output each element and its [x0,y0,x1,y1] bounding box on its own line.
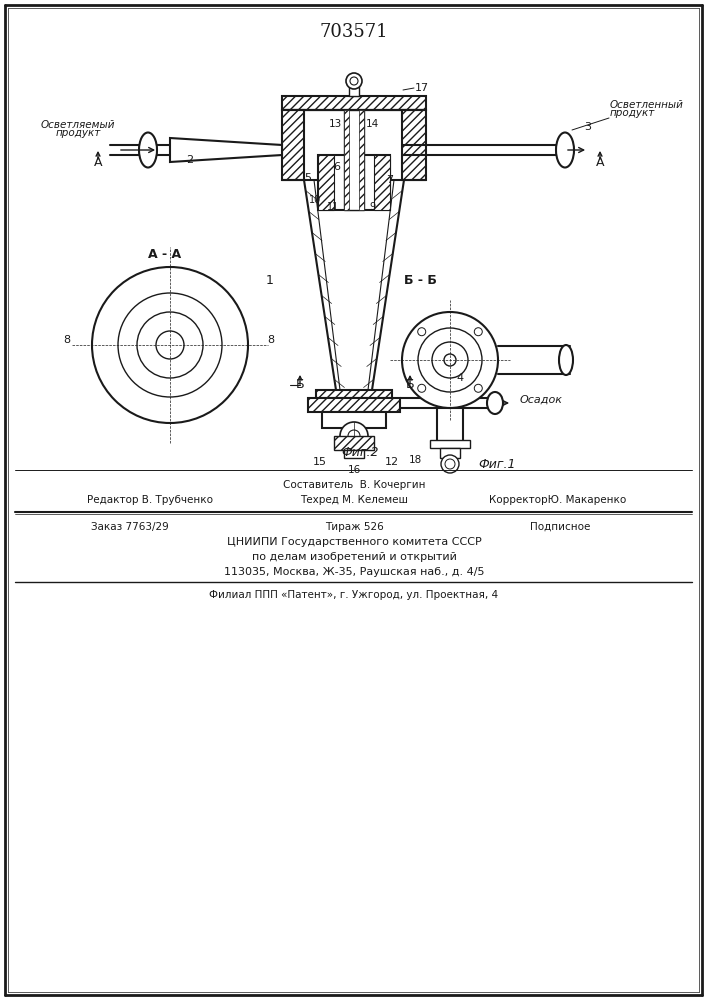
Text: 8: 8 [64,335,71,345]
Circle shape [402,312,498,408]
Text: Филиал ППП «Патент», г. Ужгород, ул. Проектная, 4: Филиал ППП «Патент», г. Ужгород, ул. Про… [209,590,498,600]
Text: Редактор В. Трубченко: Редактор В. Трубченко [87,495,213,505]
Text: 18: 18 [409,455,422,465]
Text: 17: 17 [415,83,429,93]
Bar [282,110,304,180]
Circle shape [348,430,360,442]
Text: 113035, Москва, Ж-35, Раушская наб., д. 4/5: 113035, Москва, Ж-35, Раушская наб., д. … [223,567,484,577]
Ellipse shape [487,392,503,414]
Circle shape [432,342,468,378]
Circle shape [346,73,362,89]
Bar [308,398,400,412]
Text: Техред М. Келемеш: Техред М. Келемеш [300,495,408,505]
Bar [334,436,374,450]
Text: Тираж 526: Тираж 526 [325,522,383,532]
Text: 13: 13 [329,119,342,129]
Bar [322,412,386,428]
Bar [440,448,460,458]
Text: по делам изобретений и открытий: по делам изобретений и открытий [252,552,457,562]
Bar [282,96,426,110]
Circle shape [92,267,248,423]
Ellipse shape [559,345,573,375]
Bar [430,440,470,448]
Ellipse shape [139,132,157,167]
Text: 8: 8 [267,335,274,345]
Circle shape [444,354,456,366]
Bar [402,110,426,180]
Text: 10: 10 [309,195,321,205]
Text: 9: 9 [369,202,375,212]
Text: 3: 3 [585,122,592,132]
Text: Подписное: Подписное [530,522,590,532]
Ellipse shape [556,132,574,167]
Text: 6: 6 [334,162,341,172]
Polygon shape [170,138,282,162]
Text: ЦНИИПИ Государственного комитета СССР: ЦНИИПИ Государственного комитета СССР [227,537,481,547]
Circle shape [474,384,482,392]
Text: 7: 7 [387,175,394,185]
Bar [318,155,334,210]
Text: Б: Б [406,378,414,391]
Bar [316,390,392,398]
Circle shape [118,293,222,397]
Bar [349,86,359,96]
Bar [374,155,390,210]
Text: Б: Б [296,378,304,391]
Text: Составитель  В. Кочергин: Составитель В. Кочергин [283,480,425,490]
Circle shape [137,312,203,378]
Circle shape [441,455,459,473]
Text: продукт: продукт [55,128,100,138]
Circle shape [340,422,368,450]
Text: А: А [94,155,103,168]
Text: 703571: 703571 [320,23,388,41]
Text: 16: 16 [347,465,361,475]
Circle shape [156,331,184,359]
Text: КорректорЮ. Макаренко: КорректорЮ. Макаренко [489,495,626,505]
Text: Заказ 7763/29: Заказ 7763/29 [91,522,169,532]
Text: 2: 2 [187,155,194,165]
Bar [318,155,390,210]
Circle shape [418,328,482,392]
Text: Осадок: Осадок [520,395,563,405]
Text: Осветляемый: Осветляемый [41,120,115,130]
Circle shape [350,77,358,85]
Text: продукт: продукт [610,108,655,118]
Bar [344,110,364,210]
Circle shape [418,384,426,392]
Text: 11: 11 [327,202,339,212]
Text: 5: 5 [305,173,312,183]
Text: Фиг.1: Фиг.1 [478,458,515,472]
Bar [344,450,364,458]
Bar [344,110,349,210]
Text: Осветленный: Осветленный [610,100,684,110]
Circle shape [418,328,426,336]
Text: 1: 1 [266,273,274,286]
Bar [359,110,364,210]
Text: 4: 4 [457,373,464,383]
Text: Фиг.2: Фиг.2 [341,446,379,458]
Text: 12: 12 [385,457,399,467]
Text: А: А [596,155,604,168]
Text: 14: 14 [366,119,379,129]
Text: 15: 15 [313,457,327,467]
Text: Б - Б: Б - Б [404,273,436,286]
Text: A - A: A - A [148,248,182,261]
Circle shape [445,459,455,469]
Circle shape [474,328,482,336]
